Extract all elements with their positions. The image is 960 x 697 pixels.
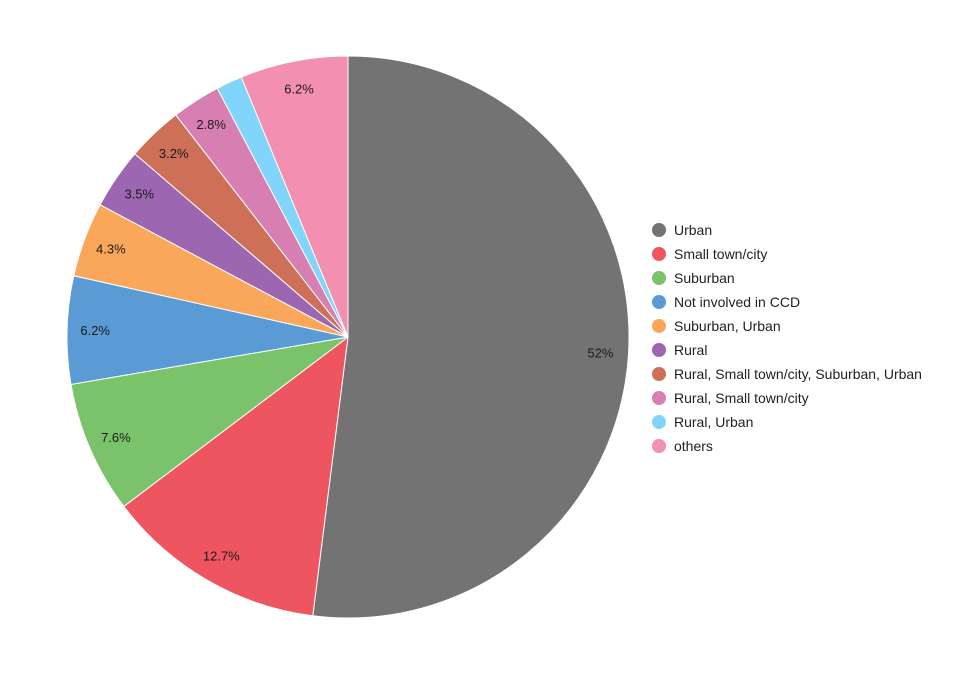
legend-label: Rural, Urban (674, 414, 754, 430)
data-label-urban: 52% (587, 345, 613, 360)
legend-label: Not involved in CCD (674, 294, 801, 310)
legend-label: Rural (674, 342, 708, 358)
legend-label: Rural, Small town/city, Suburban, Urban (674, 366, 922, 382)
legend-item-others: others (652, 434, 922, 458)
pie-value-labels: 52% 12.7% 7.6% 6.2% 4.3% 3.5% 3.2% 2.8% 6.2% (80, 81, 613, 563)
legend-marker (652, 223, 666, 237)
pie-slice-small-town-city (123, 335, 349, 617)
data-label-suburban-urban: 4.3% (96, 242, 126, 257)
legend-item-small-town-city: Small town/city (652, 242, 922, 266)
data-label-rural-small-town-city: 2.8% (196, 117, 226, 132)
pie-slice-urban (312, 55, 630, 619)
legend-label: Small town/city (674, 246, 768, 262)
legend-item-rural-urban: Rural, Urban (652, 410, 922, 434)
legend-marker (652, 271, 666, 285)
legend-label: Suburban, Urban (674, 318, 781, 334)
legend-item-not-involved-in-ccd: Not involved in CCD (652, 290, 922, 314)
legend-marker (652, 367, 666, 381)
pie-slice-suburban (70, 336, 349, 508)
legend-item-rural-small-town-city: Rural, Small town/city (652, 386, 922, 410)
legend-marker (652, 319, 666, 333)
legend-marker (652, 247, 666, 261)
legend-label: Rural, Small town/city (674, 390, 809, 406)
legend-label: Suburban (674, 270, 735, 286)
data-label-not-involved-in-ccd: 6.2% (80, 323, 110, 338)
legend-marker (652, 439, 666, 453)
data-label-suburban: 7.6% (101, 430, 131, 445)
pie-slice-others (240, 55, 349, 338)
legend-label: Urban (674, 222, 713, 238)
data-label-others: 6.2% (284, 81, 314, 96)
pie-slices (66, 55, 630, 619)
legend-marker (652, 391, 666, 405)
legend-item-rural: Rural (652, 338, 922, 362)
legend-marker (652, 343, 666, 357)
data-label-rural-small-town-city-suburban-urban: 3.2% (159, 146, 189, 161)
legend-item-urban: Urban (652, 218, 922, 242)
legend: Urban Small town/city Suburban Not involved… (652, 218, 922, 458)
legend-item-rural-small-town-city-suburban-urban: Rural, Small town/city, Suburban, Urban (652, 362, 922, 386)
legend-label: others (674, 438, 713, 454)
legend-item-suburban-urban: Suburban, Urban (652, 314, 922, 338)
legend-marker (652, 415, 666, 429)
data-label-rural: 3.5% (124, 187, 154, 202)
legend-marker (652, 295, 666, 309)
legend-item-suburban: Suburban (652, 266, 922, 290)
data-label-small-town-city: 12.7% (203, 548, 240, 563)
